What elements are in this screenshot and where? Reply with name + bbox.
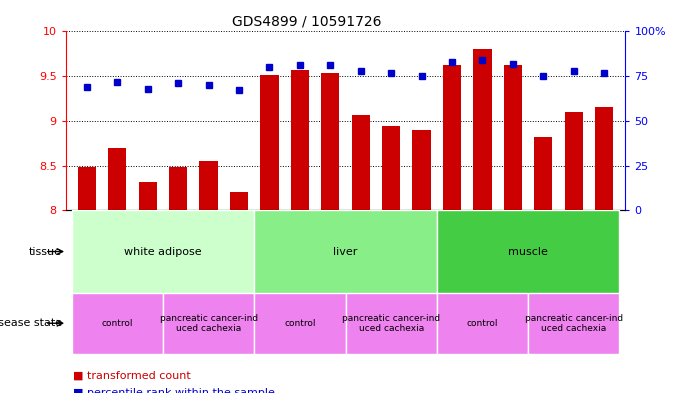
Bar [254, 210, 437, 293]
Bar [133, 210, 163, 255]
Bar [261, 75, 278, 210]
Bar [163, 293, 254, 354]
Text: pancreatic cancer-ind
uced cachexia: pancreatic cancer-ind uced cachexia [524, 314, 623, 333]
Text: GSM1255444: GSM1255444 [448, 213, 457, 273]
Bar [315, 210, 346, 255]
Bar [504, 64, 522, 210]
Text: GSM1255439: GSM1255439 [113, 213, 122, 273]
Text: GSM1255442: GSM1255442 [234, 213, 243, 273]
Bar [254, 210, 285, 255]
Bar [473, 49, 491, 210]
Bar [321, 73, 339, 210]
Text: ■ transformed count: ■ transformed count [73, 370, 190, 380]
Bar [224, 210, 254, 255]
Bar [163, 210, 193, 255]
Bar [528, 210, 558, 255]
Text: ■ percentile rank within the sample: ■ percentile rank within the sample [73, 388, 274, 393]
Text: GSM1255447: GSM1255447 [509, 213, 518, 273]
Bar [102, 210, 133, 255]
Bar [169, 167, 187, 210]
Text: tissue: tissue [29, 246, 62, 257]
Title: GDS4899 / 10591726: GDS4899 / 10591726 [231, 15, 381, 29]
Bar [376, 210, 406, 255]
Text: GSM1255437: GSM1255437 [173, 213, 182, 273]
Text: control: control [466, 319, 498, 328]
Bar [382, 126, 400, 210]
Bar [346, 293, 437, 354]
Text: GSM1255445: GSM1255445 [478, 213, 487, 273]
Bar [78, 167, 96, 210]
Bar [230, 193, 248, 210]
Bar [443, 65, 461, 210]
Text: liver: liver [333, 246, 358, 257]
Bar [528, 293, 619, 354]
Text: pancreatic cancer-ind
uced cachexia: pancreatic cancer-ind uced cachexia [160, 314, 258, 333]
Text: GSM1255454: GSM1255454 [417, 213, 426, 273]
Text: GSM1255449: GSM1255449 [356, 213, 366, 273]
Bar [437, 293, 528, 354]
Text: white adipose: white adipose [124, 246, 202, 257]
Bar [285, 210, 315, 255]
Text: GSM1255440: GSM1255440 [204, 213, 213, 273]
Bar [352, 115, 370, 210]
Bar [558, 210, 589, 255]
Bar [413, 130, 430, 210]
Bar [437, 210, 619, 293]
Bar [498, 210, 528, 255]
Text: GSM1255443: GSM1255443 [539, 213, 548, 273]
Text: GSM1255450: GSM1255450 [265, 213, 274, 273]
Text: control: control [102, 319, 133, 328]
Bar [108, 148, 126, 210]
Text: GSM1255452: GSM1255452 [387, 213, 396, 273]
Bar [72, 293, 163, 354]
Bar [565, 112, 583, 210]
Bar [193, 210, 224, 255]
Bar [346, 210, 376, 255]
Text: disease state: disease state [0, 318, 62, 328]
Bar [467, 210, 498, 255]
Bar [406, 210, 437, 255]
Bar [254, 293, 346, 354]
Text: GSM1255453: GSM1255453 [325, 213, 335, 273]
Text: muscle: muscle [508, 246, 548, 257]
Text: GSM1255441: GSM1255441 [143, 213, 152, 273]
Bar [534, 137, 552, 210]
Bar [589, 210, 619, 255]
Bar [595, 107, 613, 210]
Text: pancreatic cancer-ind
uced cachexia: pancreatic cancer-ind uced cachexia [342, 314, 440, 333]
Text: control: control [284, 319, 316, 328]
Bar [200, 161, 218, 210]
Bar [437, 210, 467, 255]
Bar [72, 210, 254, 293]
Text: GSM1255451: GSM1255451 [295, 213, 304, 273]
Bar [72, 210, 102, 255]
Text: GSM1255446: GSM1255446 [569, 213, 578, 273]
Text: GSM1255448: GSM1255448 [600, 213, 609, 273]
Bar [139, 182, 157, 210]
Text: GSM1255438: GSM1255438 [82, 213, 91, 273]
Bar [291, 70, 309, 210]
